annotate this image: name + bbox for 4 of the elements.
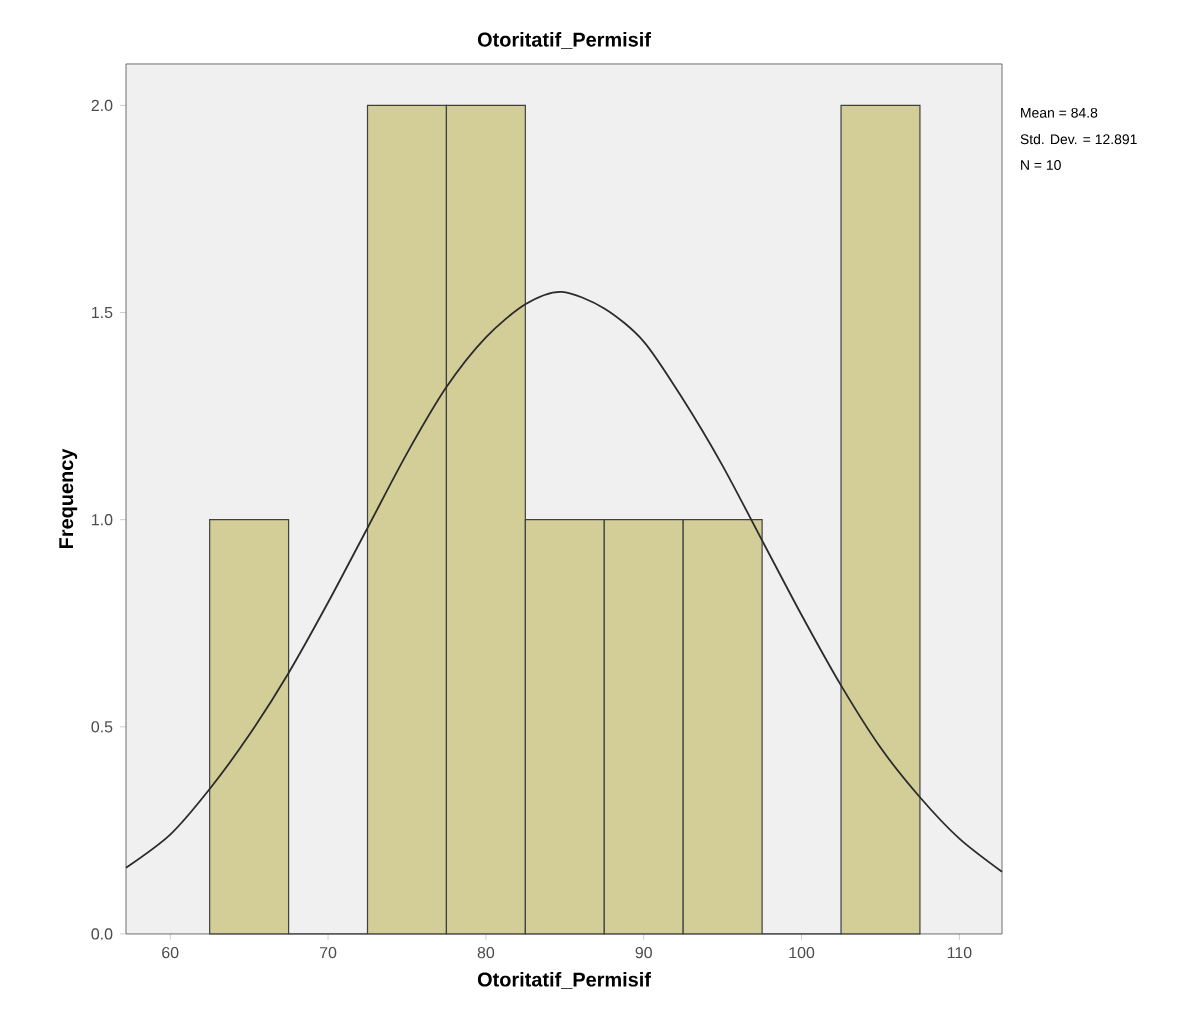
chart-title: Otoritatif_Permisif: [477, 32, 651, 49]
y-axis-title: Frequency: [59, 448, 78, 549]
line-series: [125, 290, 1003, 873]
x-axis-title: Otoritatif_Permisif: [477, 971, 651, 989]
